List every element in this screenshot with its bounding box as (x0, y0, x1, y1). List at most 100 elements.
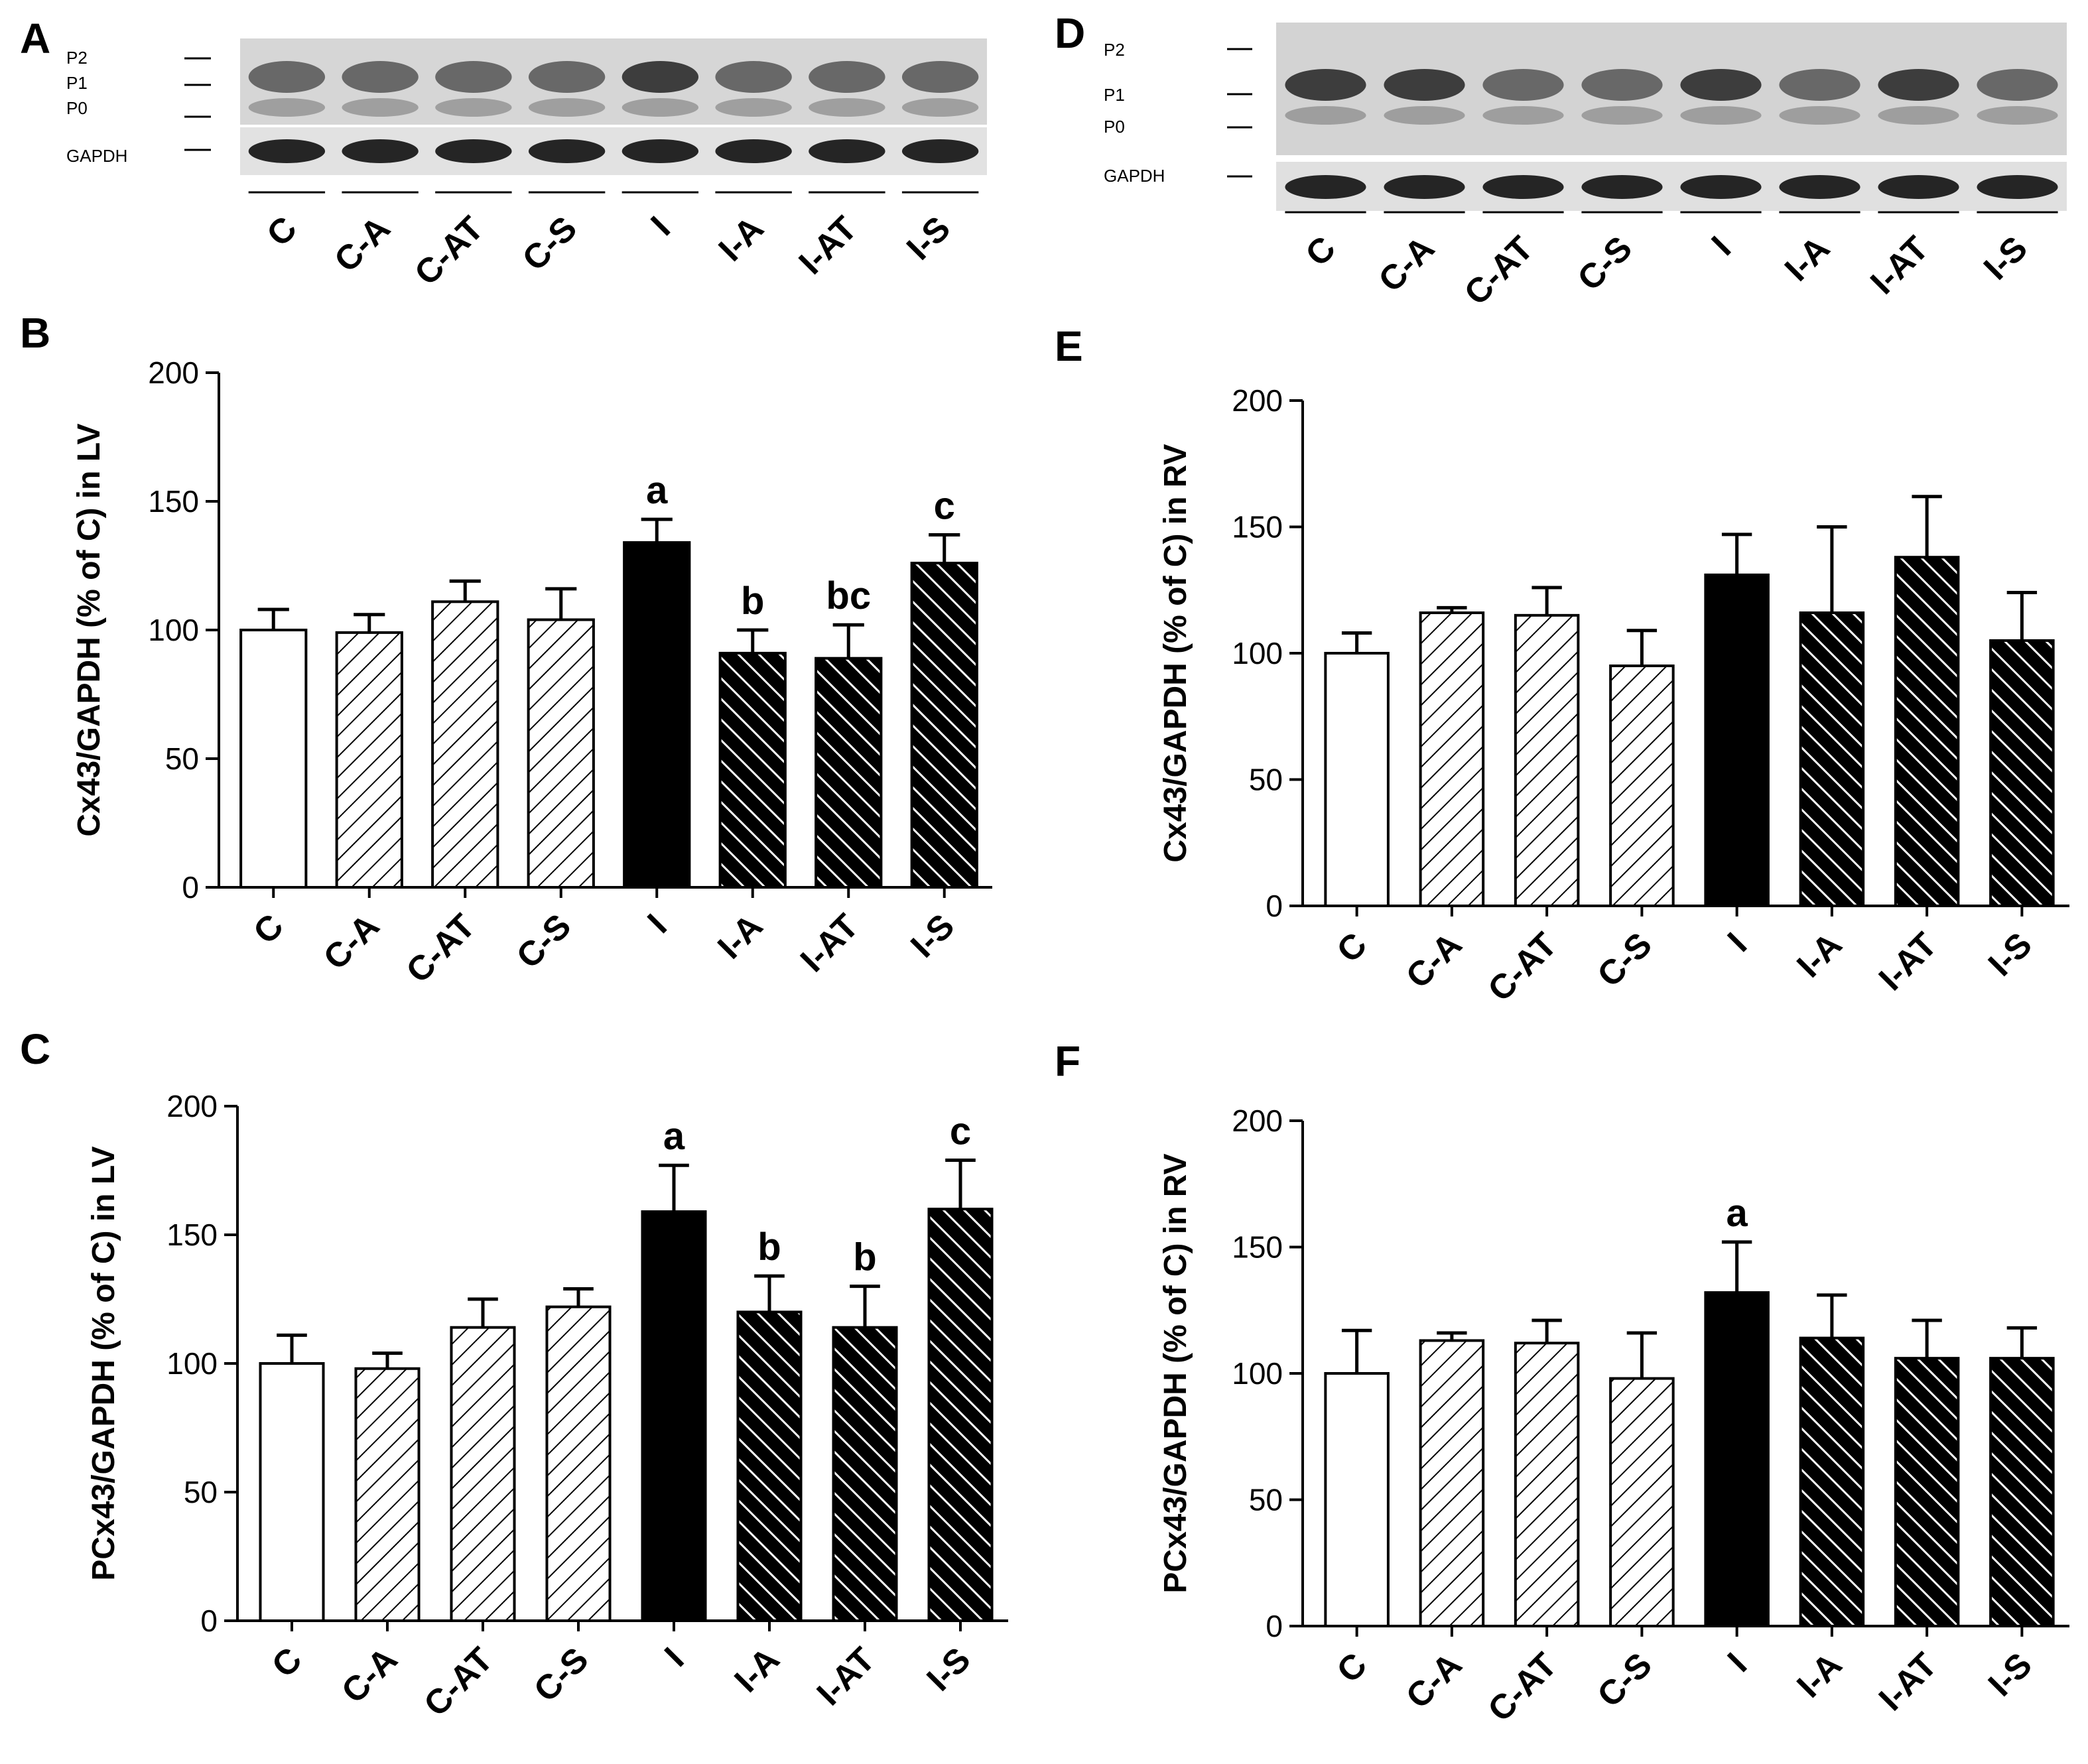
lane-label: C-S (515, 209, 584, 278)
bar-i (1704, 573, 1770, 907)
bar-i (641, 1210, 707, 1622)
bar-i (623, 541, 691, 889)
bar-c (239, 629, 308, 889)
bar-i (1704, 1291, 1770, 1627)
band-label-p2: P2 (66, 48, 88, 68)
x-category-label: C-AT (1481, 925, 1565, 1009)
bar-c (1324, 652, 1390, 907)
lane-label: C (259, 209, 304, 254)
blot-band-p0 (1680, 106, 1762, 125)
bar-i-s (927, 1208, 994, 1622)
y-tick-label: 200 (166, 1089, 218, 1123)
y-tick-label: 200 (1232, 1103, 1283, 1138)
band-ticks-d (1227, 48, 1252, 178)
significance-label: a (646, 469, 668, 512)
bar-c-a (1419, 1339, 1485, 1627)
blot-band-gapdh (1581, 175, 1663, 199)
lane-label: I-S (1977, 229, 2035, 287)
y-tick-label: 200 (1232, 383, 1283, 418)
lane-label: C-A (1372, 229, 1442, 299)
blot-d-lanes: C C-A C-AT C-S I I-A I-AT I-S (1285, 69, 2058, 313)
y-tick-label: 0 (182, 870, 199, 905)
y-axis-label: Cx43/GAPDH (% of C) in LV (72, 423, 107, 836)
blot-band-gapdh (1878, 175, 1959, 199)
bar-c-at (450, 1326, 516, 1623)
blot-band-p2-p1 (1878, 69, 1959, 101)
bar-i-at (815, 657, 883, 889)
lane-label: C-A (327, 209, 397, 279)
blot-band-gapdh (528, 139, 606, 163)
blot-band-p2-p1 (715, 61, 792, 93)
x-category-label: C-S (1591, 925, 1660, 994)
bar-c-s (1609, 1377, 1675, 1628)
x-category-label: C (1330, 925, 1375, 970)
blot-band-p2-p1 (342, 61, 419, 93)
y-tick-label: 150 (166, 1218, 218, 1252)
y-tick-label: 50 (1249, 763, 1283, 797)
panel-letter-e: E (1055, 322, 1083, 370)
blot-band-gapdh (1779, 175, 1860, 199)
lane-label: C-AT (1457, 229, 1541, 312)
band-label-p2: P2 (1104, 40, 1125, 60)
blot-band-p0 (248, 98, 326, 117)
y-tick-label: 0 (1266, 889, 1283, 923)
blot-band-gapdh (621, 139, 699, 163)
x-category-label: I-AT (1872, 1645, 1945, 1718)
bar-chart-panel-c: C 0 50 100 150 200 PCx43/GAPDH (% of C) in LV… (20, 1025, 1008, 1724)
y-tick-label: 0 (200, 1604, 218, 1638)
x-category-label: I-AT (793, 907, 866, 979)
bar-i-at (1894, 556, 1960, 907)
blot-band-p0 (1581, 106, 1663, 125)
blot-band-gapdh (1482, 175, 1564, 199)
x-category-label: C-A (334, 1640, 405, 1710)
lane-label: I-S (899, 209, 958, 267)
blot-band-gapdh (1977, 175, 2058, 199)
x-category-label: I (1721, 925, 1754, 959)
x-category-label: I (1721, 1645, 1754, 1679)
lane-label: C-AT (407, 209, 491, 292)
x-category-label: I-AT (810, 1640, 883, 1713)
blot-band-p2-p1 (1779, 69, 1860, 101)
blot-band-p0 (1482, 106, 1564, 125)
significance-label: b (853, 1236, 876, 1279)
blot-band-gapdh (435, 139, 512, 163)
blot-band-p2-p1 (621, 61, 699, 93)
x-category-label: I (641, 907, 675, 940)
blot-band-p0 (1977, 106, 2058, 125)
bar-c-s (1609, 664, 1675, 907)
bar-c-a (1419, 611, 1485, 907)
y-tick-label: 200 (148, 355, 199, 390)
x-category-label: C-S (527, 1640, 596, 1709)
bar-c-a (354, 1367, 421, 1622)
y-tick-label: 150 (1232, 510, 1283, 544)
blot-panel-a: A P2 P1 P0 GAPDH C C-A C-AT C-S I I-A I-AT I-S (20, 15, 987, 293)
blot-band-gapdh (901, 139, 979, 163)
y-tick-label: 150 (1232, 1230, 1283, 1265)
bar-i-a (736, 1310, 803, 1623)
bar-c-a (335, 631, 403, 889)
bar-i-s (1989, 639, 2055, 907)
bar-i-at (1894, 1357, 1960, 1627)
y-tick-label: 50 (184, 1475, 218, 1509)
bar-i-s (1989, 1357, 2055, 1627)
lane-label: I-A (712, 209, 771, 269)
x-category-label: C-AT (1481, 1645, 1565, 1729)
x-category-label: C (265, 1640, 310, 1685)
bar-chart-panel-b: B 0 50 100 150 200 Cx43/GAPDH (% of C) in LV C… (20, 309, 992, 991)
blot-band-gapdh (1680, 175, 1762, 199)
band-label-gapdh: GAPDH (1104, 166, 1165, 186)
y-tick-label: 100 (148, 613, 199, 647)
band-label-p0: P0 (1104, 117, 1125, 137)
bar-i-at (832, 1326, 898, 1623)
blot-band-p0 (1779, 106, 1860, 125)
blot-band-p0 (901, 98, 979, 117)
lane-label: I (1705, 229, 1738, 263)
x-category-label: I (657, 1640, 691, 1674)
x-category-label: I-A (1790, 925, 1849, 985)
significance-label: b (741, 580, 764, 623)
x-category-label: I-A (710, 907, 770, 966)
lane-label: C-S (1571, 229, 1640, 298)
bar-i-a (1799, 1336, 1865, 1628)
panel-letter-a: A (20, 15, 50, 62)
panel-letter-b: B (20, 309, 50, 357)
